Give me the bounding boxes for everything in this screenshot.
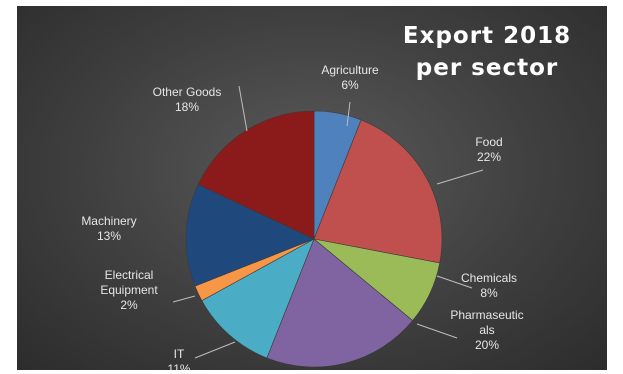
slice-label-1: Food 22%	[475, 135, 502, 164]
slice-label-7: Other Goods 18%	[153, 85, 222, 114]
slice-label-5: Electrical Equipment 2%	[100, 268, 158, 312]
pie-slice-3	[266, 238, 414, 368]
leader-line-4	[194, 341, 236, 359]
slice-name-label: Pharmaseutic	[450, 308, 523, 322]
slice-label-3: Pharmaseutic als 20%	[450, 308, 523, 352]
slice-value-label: 6%	[341, 78, 359, 92]
chart-title-line-2: per sector	[415, 55, 559, 81]
slice-value-label: 22%	[477, 150, 501, 164]
leader-line-0	[346, 101, 351, 127]
pie-slice-4	[201, 238, 315, 359]
pie-chart: Agriculture 6% Food 22% Chemicals 8% Pharmaseu…	[81, 63, 523, 370]
slice-name-label: Other Goods	[153, 85, 222, 99]
slice-name-label: als	[479, 323, 494, 337]
chart-title-line-1: Export 2018	[402, 23, 572, 49]
slice-name-label: Electrical	[105, 268, 154, 282]
leader-line-3	[416, 323, 458, 339]
slice-name-label: Equipment	[100, 283, 158, 297]
slice-name-label: Agriculture	[321, 63, 379, 77]
slice-label-4: IT 11%	[167, 347, 190, 370]
slice-name-label: Food	[475, 135, 502, 149]
slice-value-label: 11%	[167, 362, 190, 370]
chart-title: Export 2018 per sector	[387, 20, 587, 84]
slice-name-label: IT	[174, 347, 185, 361]
slice-label-0: Agriculture 6%	[321, 63, 379, 92]
slice-value-label: 2%	[120, 298, 138, 312]
slice-label-6: Machinery 13%	[81, 214, 136, 243]
slice-label-2: Chemicals 8%	[461, 271, 517, 300]
leader-line-2	[436, 275, 473, 289]
slice-value-label: 18%	[175, 100, 199, 114]
slice-value-label: 13%	[97, 229, 121, 243]
pie-slice-1	[313, 119, 443, 264]
leader-line-1	[436, 169, 484, 185]
slice-name-label: Chemicals	[461, 271, 517, 285]
slice-value-label: 20%	[475, 338, 499, 352]
slice-value-label: 8%	[480, 286, 498, 300]
chart-panel: Export 2018 per sector Agriculture 6% Food…	[17, 6, 607, 370]
pie-slice-7	[197, 110, 315, 240]
pie-slice-6	[185, 184, 315, 287]
leader-line-5	[172, 295, 196, 303]
leader-line-7	[238, 85, 248, 132]
slice-name-label: Machinery	[81, 214, 136, 228]
